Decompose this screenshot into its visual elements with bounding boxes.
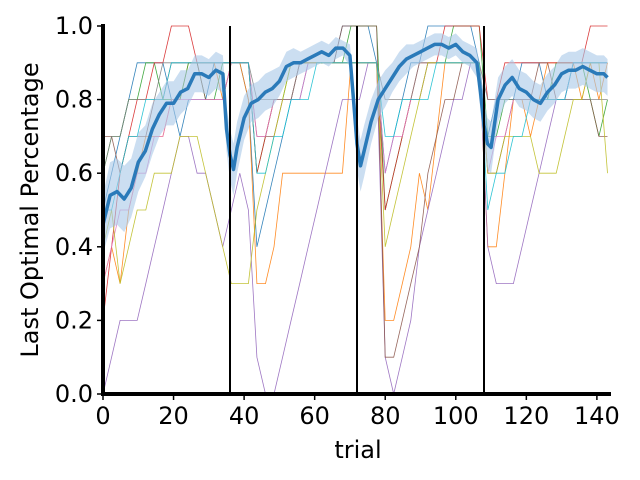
y-tick-label: 1.0 [55, 12, 93, 40]
x-ticks: 0 20 40 60 80 100 120 140 [95, 394, 620, 430]
x-tick-label: 0 [95, 402, 110, 430]
x-tick-label: 60 [299, 402, 330, 430]
y-tick-label: 0.2 [55, 306, 93, 334]
block-boundary-layer [229, 26, 485, 394]
x-tick-label: 40 [229, 402, 260, 430]
y-tick-label: 0.6 [55, 159, 93, 187]
x-tick-label: 140 [574, 402, 620, 430]
series-line-10 [103, 62, 608, 211]
y-ticks: 0.0 0.2 0.4 0.6 0.8 1.0 [55, 12, 103, 408]
x-axis-label: trial [334, 436, 381, 464]
series-line-4 [102, 25, 608, 321]
y-axis-label: Last Optimal Percentage [16, 62, 44, 357]
x-tick-label: 80 [370, 402, 401, 430]
x-tick-label: 20 [158, 402, 189, 430]
x-tick-label: 100 [433, 402, 479, 430]
x-tick-label: 120 [503, 402, 549, 430]
y-tick-label: 0.8 [55, 86, 93, 114]
mean-line-layer [101, 42, 609, 226]
y-tick-label: 0.4 [55, 233, 93, 261]
y-tick-label: 0.0 [55, 380, 93, 408]
mean-line [101, 42, 609, 226]
